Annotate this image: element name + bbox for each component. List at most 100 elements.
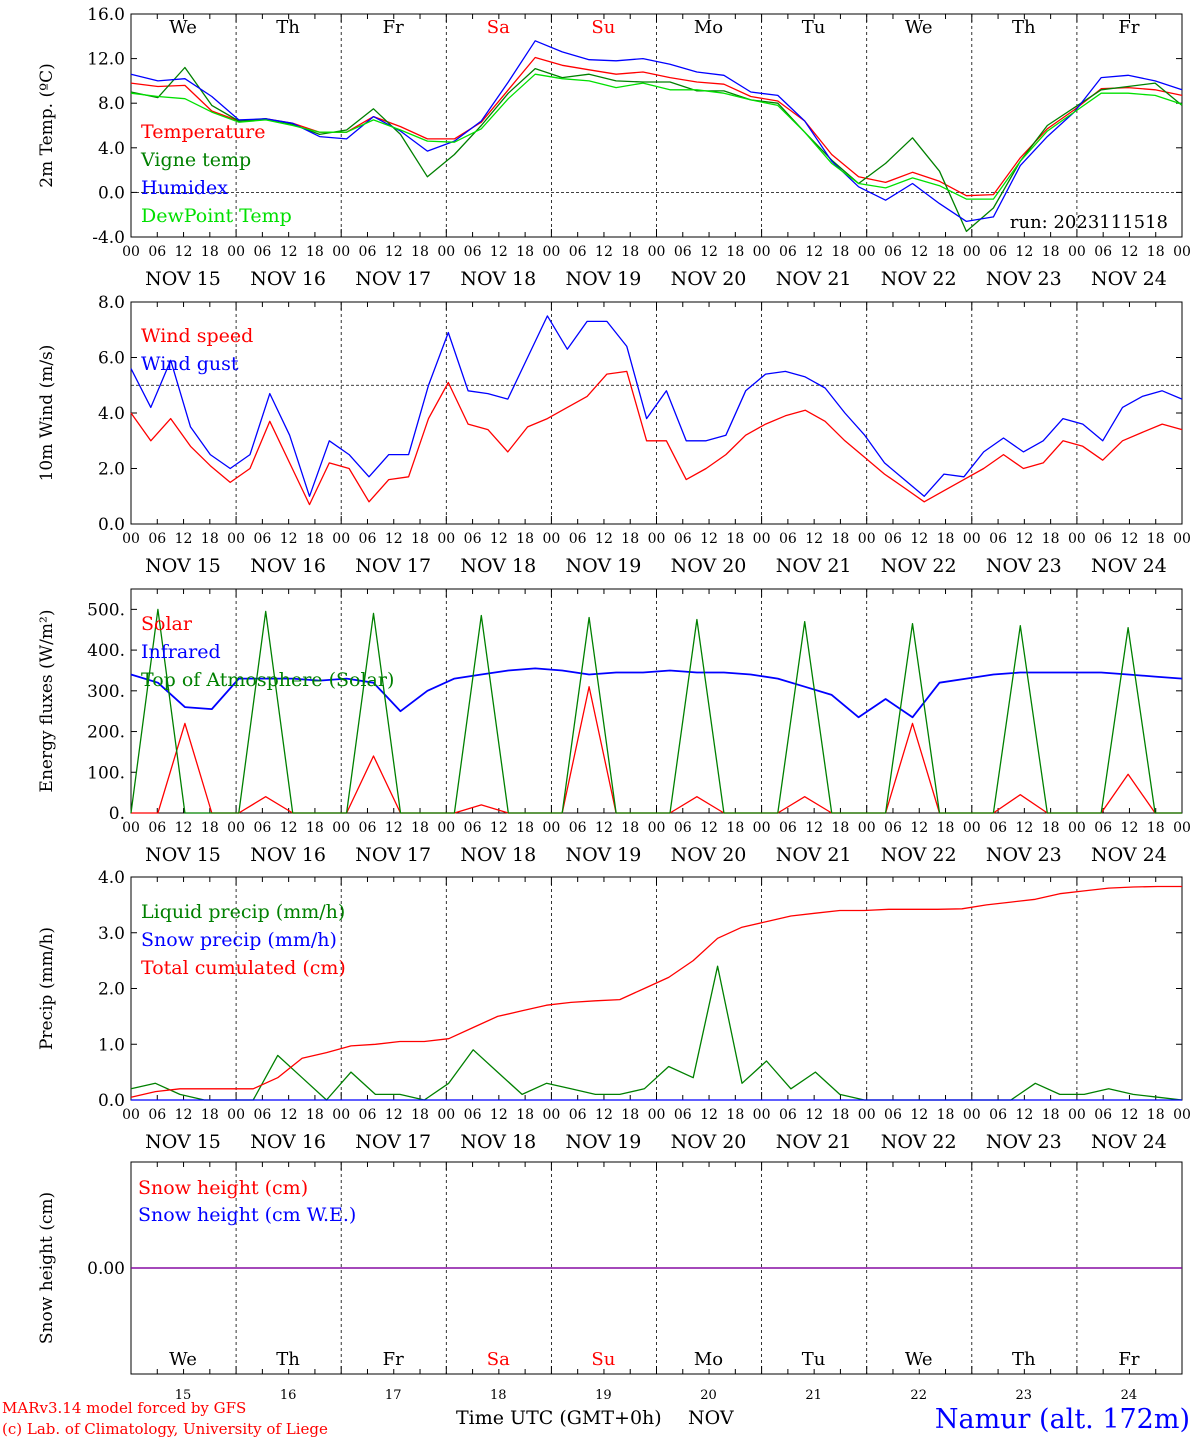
- hour-tick-label: 18: [516, 1107, 534, 1123]
- weekday-label: Mo: [694, 17, 723, 38]
- date-label: NOV 16: [250, 844, 326, 866]
- hour-tick-label: 06: [674, 531, 692, 547]
- weekday-label: Th: [276, 1349, 300, 1370]
- y-tick-label: 16.0: [87, 5, 125, 25]
- y-axis-title: Snow height (cm): [37, 1192, 57, 1344]
- hour-tick-label: 18: [516, 820, 534, 836]
- hour-tick-label: 00: [858, 820, 876, 836]
- date-label: NOV 24: [1091, 1131, 1167, 1153]
- hour-tick-label: 06: [148, 531, 166, 547]
- date-label: NOV 19: [565, 268, 641, 290]
- hour-tick-label: 06: [779, 531, 797, 547]
- panel-frame-0: [130, 13, 1183, 238]
- hour-tick-label: 00: [648, 244, 666, 260]
- y-tick-label: 400.: [87, 641, 125, 661]
- hour-tick-label: 00: [227, 1107, 245, 1123]
- hour-tick-label: 12: [595, 820, 613, 836]
- hour-tick-label: 12: [175, 531, 193, 547]
- hour-tick-label: 00: [648, 531, 666, 547]
- hour-tick-label: 18: [937, 531, 955, 547]
- hour-tick-label: 06: [779, 1107, 797, 1123]
- day-number-label: 19: [595, 1388, 612, 1403]
- series-line-1: [130, 667, 1183, 719]
- hour-tick-label: 12: [175, 244, 193, 260]
- date-label: NOV 20: [671, 844, 747, 866]
- hour-tick-label: 00: [1068, 244, 1086, 260]
- hour-tick-label: 06: [674, 1107, 692, 1123]
- series-line-2: [130, 608, 1182, 814]
- date-label: NOV 20: [671, 555, 747, 577]
- hour-tick-label: 12: [805, 244, 823, 260]
- date-label: NOV 19: [565, 844, 641, 866]
- date-label: NOV 19: [565, 1131, 641, 1153]
- hour-tick-label: 18: [621, 244, 639, 260]
- hour-tick-label: 06: [884, 244, 902, 260]
- date-label: NOV 18: [460, 1131, 536, 1153]
- hour-tick-label: 06: [359, 531, 377, 547]
- hour-tick-label: 18: [1042, 531, 1060, 547]
- weekday-label: Fr: [383, 17, 404, 38]
- series-line-3: [130, 73, 1183, 200]
- hour-tick-label: 18: [516, 531, 534, 547]
- y-axis-title: Energy fluxes (W/m²): [37, 610, 57, 793]
- hour-tick-label: 06: [253, 244, 271, 260]
- hour-tick-label: 00: [963, 1107, 981, 1123]
- hour-tick-label: 12: [700, 1107, 718, 1123]
- hour-tick-label: 12: [385, 820, 403, 836]
- hour-tick-label: 12: [1015, 820, 1033, 836]
- date-label: NOV 17: [355, 844, 431, 866]
- hour-tick-label: 18: [832, 1107, 850, 1123]
- date-label: NOV 22: [881, 844, 957, 866]
- hour-tick-label: 06: [359, 244, 377, 260]
- date-label: NOV 22: [881, 555, 957, 577]
- hour-tick-label: 18: [726, 1107, 744, 1123]
- hour-tick-label: 06: [989, 531, 1007, 547]
- hour-tick-label: 00: [1173, 820, 1191, 836]
- hour-tick-label: 12: [1121, 244, 1139, 260]
- weekday-label: Mo: [694, 1349, 723, 1370]
- y-tick-label: 300.: [87, 682, 125, 702]
- date-label: NOV 17: [355, 268, 431, 290]
- hour-tick-label: 12: [700, 820, 718, 836]
- hour-tick-label: 18: [201, 820, 219, 836]
- date-label: NOV 15: [145, 844, 221, 866]
- y-tick-label: 0.00: [87, 1259, 125, 1279]
- hour-tick-label: 00: [542, 244, 560, 260]
- hour-tick-label: 18: [1147, 531, 1165, 547]
- date-label: NOV 18: [460, 268, 536, 290]
- legend-entry: Solar: [141, 613, 193, 635]
- legend-entry: Snow height (cm): [138, 1177, 308, 1199]
- hour-tick-label: 00: [1173, 531, 1191, 547]
- y-tick-label: -4.0: [92, 228, 125, 248]
- hour-tick-label: 06: [569, 1107, 587, 1123]
- date-label: NOV 23: [986, 844, 1062, 866]
- model-credit: MARv3.14 model forced by GFS: [2, 1399, 246, 1417]
- hour-tick-label: 00: [122, 244, 140, 260]
- hour-tick-label: 12: [490, 1107, 508, 1123]
- weekday-label: Th: [1012, 17, 1036, 38]
- hour-tick-label: 00: [542, 531, 560, 547]
- date-label: NOV 16: [250, 268, 326, 290]
- hour-tick-label: 12: [910, 1107, 928, 1123]
- day-number-label: 23: [1016, 1388, 1033, 1403]
- y-tick-label: 1.0: [98, 1035, 125, 1055]
- hour-tick-label: 18: [937, 820, 955, 836]
- hour-tick-label: 06: [674, 244, 692, 260]
- hour-tick-label: 06: [1094, 244, 1112, 260]
- weekday-label: Su: [591, 1349, 615, 1370]
- series-line-0: [130, 56, 1183, 197]
- hour-tick-label: 18: [1147, 1107, 1165, 1123]
- hour-tick-label: 00: [753, 244, 771, 260]
- y-tick-label: 0.: [109, 804, 125, 824]
- legend-entry: Wind gust: [141, 353, 239, 375]
- weekday-label: Sa: [487, 1349, 510, 1370]
- weekday-label: We: [169, 17, 197, 38]
- hour-tick-label: 00: [963, 531, 981, 547]
- date-label: NOV 17: [355, 555, 431, 577]
- hour-tick-label: 06: [464, 244, 482, 260]
- weekday-label: Fr: [1118, 1349, 1139, 1370]
- hour-tick-label: 06: [148, 820, 166, 836]
- hour-tick-label: 12: [805, 820, 823, 836]
- hour-tick-label: 00: [1173, 1107, 1191, 1123]
